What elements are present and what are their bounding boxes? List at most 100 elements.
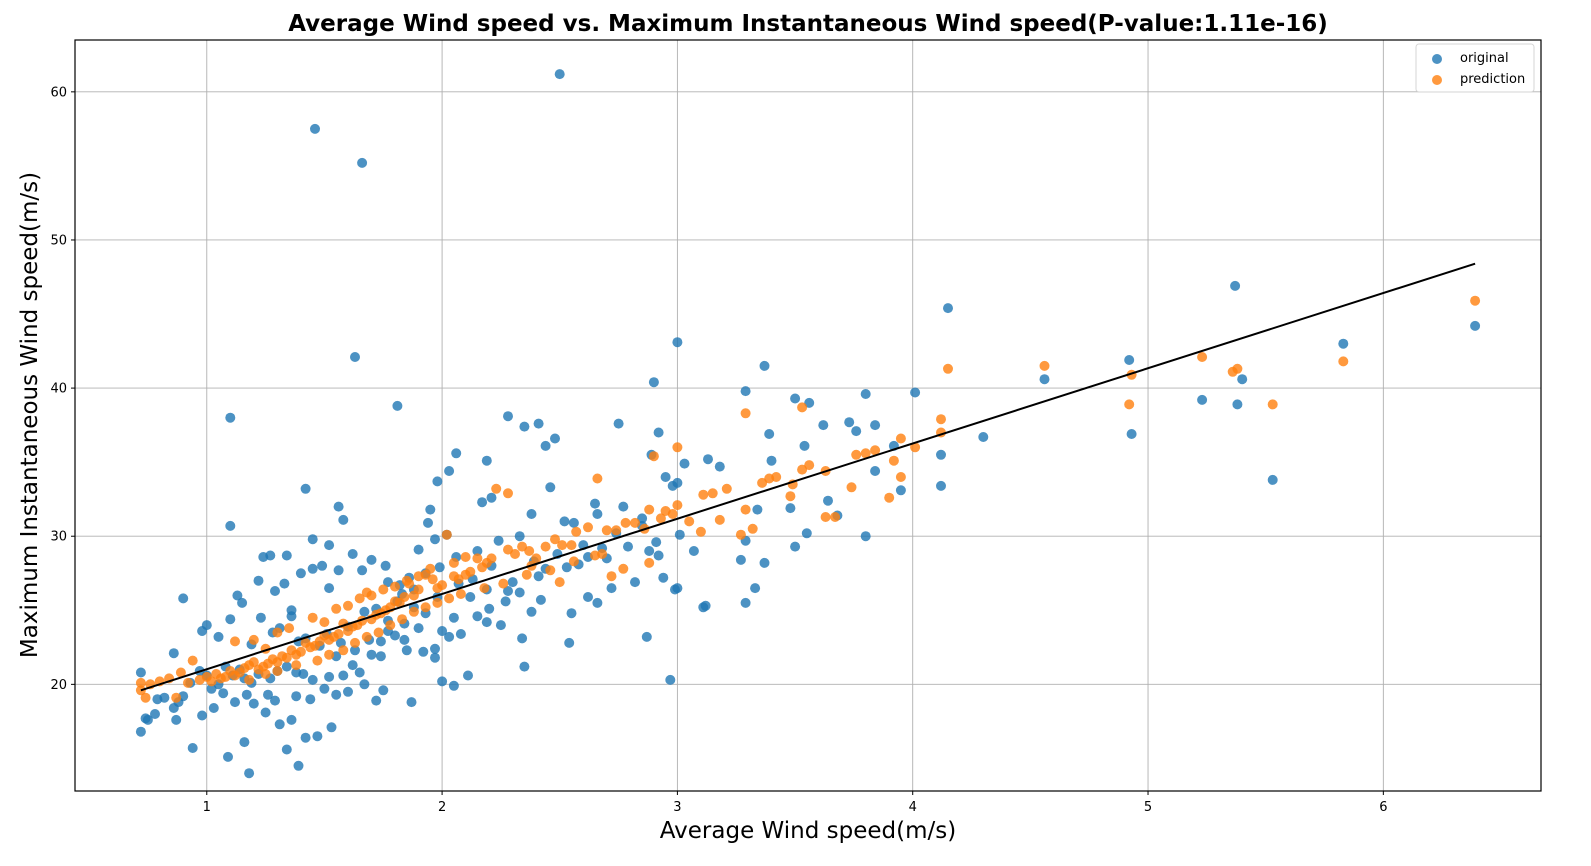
fit-line-group: [140, 262, 1476, 692]
point-original: [1338, 338, 1349, 349]
point-original: [790, 393, 801, 404]
point-prediction: [648, 451, 659, 462]
point-original: [514, 531, 525, 542]
point-original: [178, 593, 189, 604]
point-prediction: [432, 583, 443, 594]
point-original: [870, 420, 881, 431]
point-original: [357, 157, 368, 168]
point-original: [375, 651, 386, 662]
point-original: [1267, 474, 1278, 485]
point-prediction: [441, 529, 452, 540]
point-prediction: [448, 557, 459, 568]
point-prediction: [272, 627, 283, 638]
point-prediction: [557, 540, 568, 551]
point-original: [142, 714, 153, 725]
point-original: [653, 427, 664, 438]
point-original: [347, 660, 358, 671]
point-original: [507, 577, 518, 588]
x-tick-label: 3: [673, 800, 681, 815]
point-original: [672, 477, 683, 488]
point-original: [430, 643, 440, 654]
point-original: [366, 554, 377, 565]
point-original: [895, 485, 906, 496]
point-original: [818, 420, 829, 431]
point-original: [674, 529, 685, 540]
point-original: [281, 661, 292, 672]
point-prediction: [194, 674, 205, 685]
point-original: [354, 667, 365, 678]
point-original: [317, 560, 328, 571]
point-original: [239, 737, 250, 748]
point-prediction: [498, 578, 509, 589]
point-original: [291, 667, 302, 678]
point-prediction: [606, 571, 617, 582]
point-original: [255, 612, 266, 623]
point-original: [583, 592, 593, 602]
point-original: [463, 670, 473, 681]
point-prediction: [618, 563, 629, 574]
point-prediction: [785, 491, 796, 502]
point-original: [559, 516, 570, 527]
point-original: [135, 726, 146, 737]
point-original: [590, 498, 600, 509]
legend-label-prediction: prediction: [1460, 72, 1525, 87]
point-original: [493, 535, 504, 546]
point-original: [545, 482, 556, 493]
point-original: [484, 603, 495, 614]
point-prediction: [479, 583, 490, 594]
point-prediction: [672, 500, 683, 511]
point-original: [630, 577, 640, 588]
point-original: [606, 583, 617, 594]
point-original: [700, 600, 711, 611]
point-original: [851, 426, 862, 437]
point-prediction: [331, 603, 342, 614]
point-prediction: [757, 477, 768, 488]
point-prediction: [568, 556, 579, 567]
point-prediction: [260, 669, 271, 679]
regression-line: [140, 262, 1476, 692]
point-original: [641, 631, 652, 642]
point-original: [1230, 280, 1241, 291]
point-original: [936, 449, 946, 460]
point-original: [300, 483, 311, 494]
point-original: [648, 377, 659, 388]
point-original: [735, 554, 746, 565]
point-original: [399, 634, 410, 645]
point-original: [564, 637, 575, 648]
point-original: [326, 722, 337, 733]
axes-frame: [74, 39, 1542, 792]
point-original: [568, 517, 579, 528]
point-prediction: [432, 597, 443, 608]
point-original: [519, 421, 530, 432]
point-prediction: [448, 571, 459, 582]
point-prediction: [135, 677, 146, 688]
point-prediction: [714, 514, 725, 525]
point-prediction: [244, 674, 255, 685]
point-original: [759, 557, 770, 568]
point-original: [135, 667, 146, 678]
point-original: [804, 397, 815, 408]
point-original: [540, 440, 551, 451]
y-tick-label: 50: [50, 233, 67, 248]
point-prediction: [571, 526, 582, 537]
point-original: [150, 709, 160, 719]
point-original: [319, 683, 330, 694]
point-original: [1237, 374, 1248, 385]
point-original: [232, 590, 243, 601]
point-original: [206, 683, 217, 694]
point-original: [1126, 429, 1137, 439]
x-tick-label: 1: [203, 800, 211, 815]
point-original: [752, 504, 763, 515]
point-original: [225, 614, 236, 625]
point-prediction: [312, 655, 323, 666]
point-original: [526, 606, 537, 617]
point-original: [801, 528, 812, 539]
legend-label-original: original: [1460, 51, 1509, 66]
point-prediction: [361, 631, 372, 642]
point-original: [343, 686, 353, 697]
point-prediction: [378, 584, 389, 595]
point-original: [347, 549, 358, 559]
point-original: [660, 472, 671, 482]
point-original: [444, 466, 455, 476]
